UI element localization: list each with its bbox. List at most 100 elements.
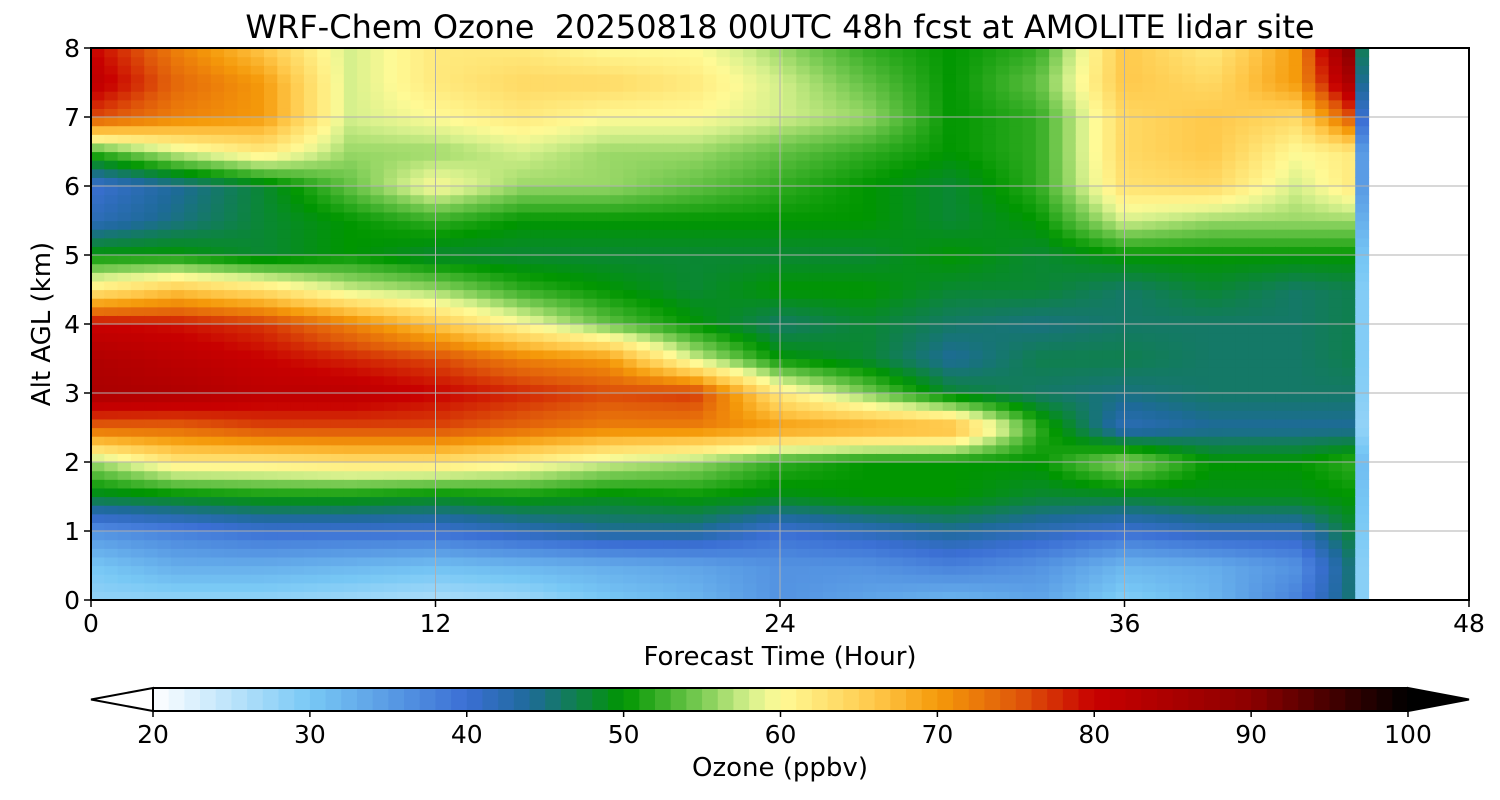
heatmap-cell: [743, 324, 757, 334]
heatmap-cell: [876, 168, 891, 178]
heatmap-cell: [929, 548, 944, 558]
heatmap-cell: [1009, 194, 1024, 204]
heatmap-cell: [450, 48, 465, 58]
heatmap-cell: [330, 151, 345, 161]
heatmap-cell: [303, 168, 318, 178]
heatmap-cell: [317, 513, 332, 523]
heatmap-cell: [290, 280, 305, 291]
heatmap-cell: [463, 358, 478, 368]
heatmap-cell: [237, 142, 252, 153]
heatmap-cell: [130, 134, 145, 144]
heatmap-cell: [809, 255, 824, 265]
heatmap-cell: [343, 99, 358, 109]
heatmap-cell: [197, 505, 212, 515]
heatmap-cell: [942, 444, 957, 454]
heatmap-cell: [1049, 556, 1064, 567]
heatmap-cell: [889, 108, 904, 118]
heatmap-cell: [224, 298, 238, 308]
heatmap-cell: [330, 582, 345, 592]
heatmap-cell: [503, 289, 518, 299]
heatmap-cell: [157, 487, 172, 498]
heatmap-cell: [955, 341, 970, 351]
heatmap-cell: [277, 298, 292, 308]
heatmap-cell: [703, 246, 718, 256]
heatmap-cell: [117, 367, 132, 377]
heatmap-cell: [942, 574, 957, 584]
heatmap-cell: [450, 505, 465, 515]
heatmap-cell: [623, 177, 638, 187]
heatmap-cell: [144, 134, 159, 144]
heatmap-cell: [264, 539, 278, 549]
heatmap-cell: [210, 367, 225, 377]
heatmap-cell: [836, 487, 851, 498]
heatmap-cell: [1089, 65, 1103, 75]
heatmap-cell: [157, 436, 172, 446]
heatmap-cell: [317, 203, 332, 213]
heatmap-cell: [277, 48, 292, 58]
heatmap-cell: [916, 522, 930, 532]
heatmap-cell: [237, 487, 252, 498]
heatmap-cell: [1022, 108, 1037, 118]
heatmap-cell: [516, 306, 531, 316]
heatmap-cell: [1075, 548, 1090, 558]
heatmap-cell: [809, 229, 824, 239]
heatmap-cell: [1115, 142, 1130, 153]
heatmap-cell: [197, 375, 212, 385]
heatmap-cell: [596, 315, 611, 325]
heatmap-cell: [769, 151, 784, 161]
heatmap-cell: [343, 505, 358, 515]
heatmap-cell: [929, 539, 944, 549]
heatmap-cell: [503, 151, 518, 161]
heatmap-cell: [383, 582, 398, 592]
heatmap-cell: [1049, 73, 1064, 84]
heatmap-cell: [969, 186, 984, 196]
heatmap-cell: [1035, 306, 1050, 316]
heatmap-cell: [516, 117, 531, 127]
heatmap-cell: [184, 375, 199, 385]
heatmap-cell: [330, 384, 345, 394]
heatmap-cell: [210, 48, 225, 58]
heatmap-cell: [184, 565, 199, 575]
heatmap-cell: [157, 479, 172, 489]
heatmap-cell: [117, 125, 132, 135]
heatmap-cell: [822, 496, 837, 506]
heatmap-cell: [1022, 505, 1037, 515]
heatmap-cell: [490, 324, 505, 334]
heatmap-cell: [995, 505, 1010, 515]
heatmap-cell: [756, 203, 771, 213]
heatmap-cell: [876, 280, 891, 291]
heatmap-cell: [623, 384, 638, 394]
heatmap-cell: [876, 125, 891, 135]
heatmap-cell: [689, 375, 704, 385]
heatmap-cell: [942, 427, 957, 437]
heatmap-cell: [716, 539, 731, 549]
heatmap-cell: [982, 444, 997, 454]
heatmap-cell: [929, 177, 944, 187]
heatmap-cell: [1075, 48, 1090, 58]
heatmap-cell: [357, 444, 372, 454]
heatmap-cell: [1115, 246, 1130, 256]
heatmap-cell: [929, 375, 944, 385]
heatmap-cell: [756, 272, 771, 282]
heatmap-cell: [756, 401, 771, 411]
heatmap-cell: [343, 539, 358, 549]
heatmap-cell: [649, 48, 664, 58]
heatmap-cell: [437, 263, 451, 273]
heatmap-cell: [117, 177, 132, 187]
heatmap-cell: [130, 237, 145, 247]
heatmap-cell: [476, 306, 491, 316]
heatmap-cell: [210, 99, 225, 109]
heatmap-cell: [1102, 462, 1117, 472]
heatmap-cell: [636, 324, 651, 334]
heatmap-cell: [277, 194, 292, 204]
heatmap-cell: [1022, 418, 1037, 429]
heatmap-cell: [876, 487, 891, 498]
heatmap-cell: [210, 91, 225, 101]
heatmap-cell: [397, 539, 411, 549]
heatmap-cell: [876, 65, 891, 75]
heatmap-cell: [317, 444, 332, 454]
heatmap-cell: [490, 203, 505, 213]
heatmap-cell: [503, 565, 518, 575]
heatmap-cell: [157, 168, 172, 178]
heatmap-cell: [210, 237, 225, 247]
